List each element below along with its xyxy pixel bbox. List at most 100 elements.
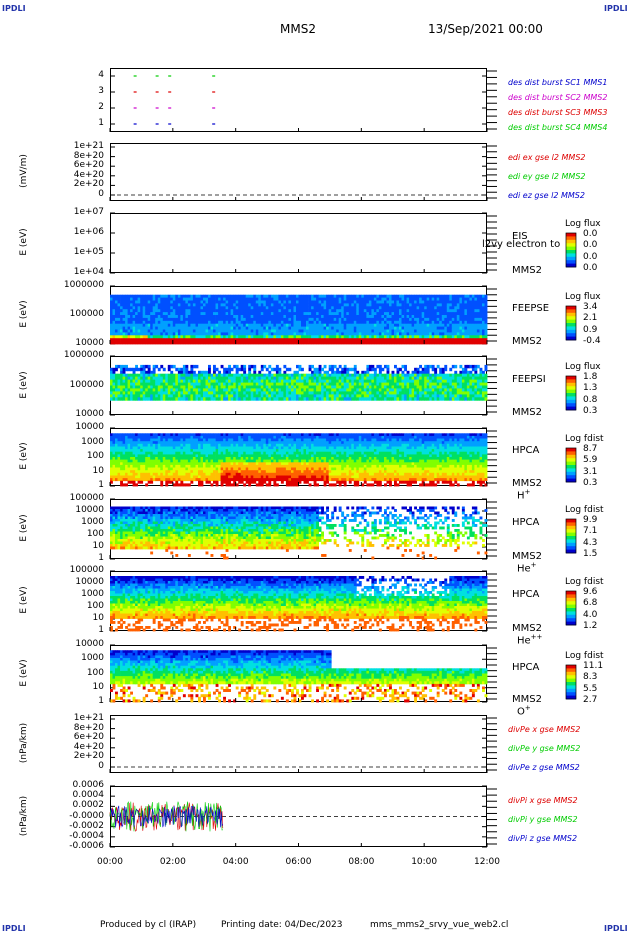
- spectrogram-cell: [253, 341, 257, 345]
- spectrogram-cell: [142, 454, 146, 458]
- spectrogram-cell: [351, 329, 355, 333]
- spectrogram-cell: [416, 297, 420, 301]
- spectrogram-cell: [203, 388, 206, 392]
- spectrogram-cell: [150, 462, 154, 466]
- spectrogram-cell: [356, 382, 360, 386]
- spectrogram-cell: [353, 379, 357, 383]
- spectrogram-cell: [132, 394, 136, 398]
- spectrogram-cell: [182, 382, 186, 386]
- spectrogram-cell: [170, 303, 174, 307]
- spectrogram-cell: [406, 320, 410, 325]
- spectrogram-cell: [356, 370, 360, 375]
- spectrogram-cell: [303, 312, 307, 316]
- spectrogram-cell: [338, 364, 342, 369]
- spectrogram-cell: [409, 312, 412, 316]
- spectrogram-cell: [155, 441, 159, 445]
- spectrogram-cell: [368, 317, 372, 322]
- spectrogram-cell: [328, 388, 332, 392]
- spectrogram-cell: [409, 338, 412, 342]
- spectrogram-cell: [343, 394, 347, 398]
- spectrogram-cell: [464, 300, 468, 304]
- spectrogram-cell: [394, 338, 397, 342]
- spectrogram-cell: [394, 391, 397, 395]
- spectrogram-cell: [278, 385, 282, 389]
- spectrogram-cell: [316, 320, 319, 325]
- spectrogram-cell: [213, 394, 216, 398]
- spectrogram-cell: [464, 382, 468, 386]
- spectrogram-cell: [291, 335, 294, 339]
- spectrogram-cell: [263, 320, 267, 325]
- spectrogram-cell: [285, 312, 289, 316]
- spectrogram-cell: [371, 323, 375, 327]
- spectrogram-cell: [414, 300, 417, 304]
- spectrogram-cell: [110, 454, 113, 458]
- spectrogram-cell: [195, 382, 199, 386]
- spectrogram-cell: [446, 385, 450, 389]
- spectrogram-cell: [303, 391, 307, 395]
- spectrogram-cell: [361, 373, 365, 378]
- spectrogram-cell: [152, 478, 156, 482]
- spectrogram-cell: [142, 332, 146, 336]
- spectrogram-cell: [165, 470, 169, 474]
- spectrogram-cell: [213, 391, 216, 395]
- spectrogram-cell: [233, 320, 237, 325]
- spectrogram-cell: [401, 320, 405, 325]
- spectrogram-cell: [110, 388, 113, 392]
- spectrogram-cell: [321, 317, 324, 322]
- spectrogram-cell: [391, 312, 395, 316]
- spectrogram-cell: [192, 317, 196, 322]
- spectrogram-cell: [404, 391, 407, 395]
- spectrogram-cell: [182, 391, 186, 395]
- spectrogram-cell: [155, 326, 159, 330]
- spectrogram-cell: [436, 294, 440, 298]
- spectrogram-cell: [130, 388, 133, 392]
- spectrogram-cell: [409, 394, 412, 398]
- spectrogram-cell: [198, 332, 201, 336]
- spectrogram-cell: [190, 388, 194, 392]
- spectrogram-cell: [155, 323, 159, 327]
- spectrogram-cell: [170, 379, 174, 383]
- spectrogram-cell: [117, 443, 121, 447]
- spectrogram-cell: [187, 475, 191, 479]
- spectrogram-cell: [313, 391, 317, 395]
- spectrogram-cell: [258, 320, 262, 325]
- spectrogram-cell: [394, 382, 397, 386]
- spectrogram-cell: [140, 454, 144, 458]
- spectrogram-cell: [275, 300, 279, 304]
- spectrogram-cell: [275, 309, 279, 313]
- spectrogram-cell: [203, 317, 206, 322]
- spectrogram-cell: [135, 326, 138, 330]
- spectrogram-cell: [115, 443, 118, 447]
- spectrogram-cell: [177, 394, 181, 398]
- spectrogram-cell: [125, 459, 128, 463]
- spectrogram-cell: [187, 335, 191, 339]
- spectrogram-cell: [479, 341, 483, 345]
- spectrogram-cell: [316, 376, 319, 380]
- spectrogram-cell: [117, 438, 121, 442]
- spectrogram-cell: [386, 373, 390, 378]
- spectrogram-cell: [198, 300, 201, 304]
- spectrogram-cell: [125, 312, 128, 316]
- spectrogram-cell: [132, 300, 136, 304]
- spectrogram-cell: [484, 367, 488, 372]
- spectrogram-cell: [162, 475, 166, 479]
- spectrogram-cell: [333, 364, 337, 369]
- spectrogram-cell: [165, 326, 169, 330]
- spectrogram-cell: [439, 300, 443, 304]
- spectrogram-cell: [368, 382, 372, 386]
- spectrogram-cell: [444, 323, 448, 327]
- spectrogram-cell: [152, 323, 156, 327]
- spectrogram-cell: [142, 373, 146, 378]
- spectrogram-cell: [110, 338, 113, 342]
- spectrogram-cell: [411, 294, 415, 298]
- spectrogram-cell: [180, 394, 184, 398]
- spectrogram-cell: [434, 385, 438, 389]
- spectrogram-cell: [361, 315, 365, 319]
- spectrogram-cell: [172, 317, 176, 322]
- spectrogram-cell: [341, 335, 345, 339]
- spectrogram-cell: [446, 315, 450, 319]
- spectrogram-cell: [250, 312, 254, 316]
- spectrogram-cell: [459, 370, 463, 375]
- spectrogram-cell: [182, 483, 186, 487]
- spectrogram-cell: [353, 323, 357, 327]
